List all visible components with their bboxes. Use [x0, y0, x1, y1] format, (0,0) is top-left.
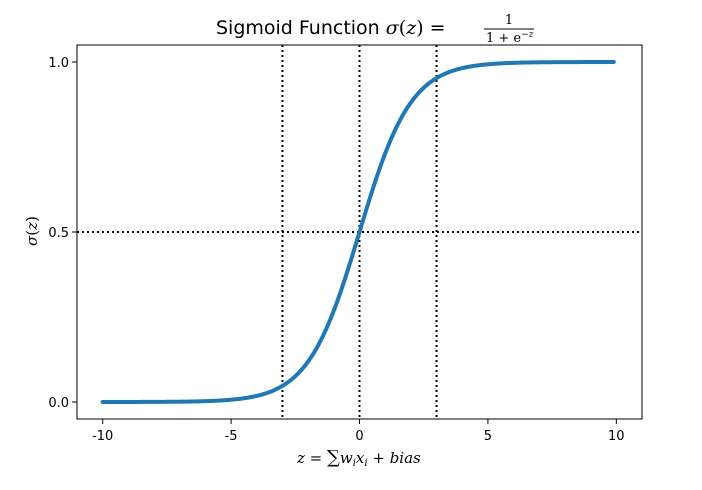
x-axis-label: z = ∑wixi + bias	[296, 447, 421, 469]
xlabel-sum: ∑	[327, 447, 340, 468]
title-numerator: 1	[505, 13, 513, 28]
title-sigma: σ	[386, 17, 400, 39]
chart-title: Sigmoid Function σ(z) = 1 1 + e−z	[216, 13, 534, 46]
x-tick-label: 0	[355, 429, 363, 444]
y-tick-label: 0.5	[48, 226, 69, 241]
plot-area: -10 -5 0 5 10 0.0 0.5 1.0	[48, 44, 643, 444]
svg-text:1 + e−z: 1 + e−z	[486, 30, 534, 46]
ylabel-close-paren: )	[23, 216, 41, 222]
title-denominator-exponent: −z	[521, 30, 534, 40]
x-tick-label: -5	[225, 429, 238, 444]
ylabel-open-paren: (	[23, 230, 41, 236]
title-z: z	[405, 17, 417, 39]
ylabel-sigma: σ	[23, 235, 41, 246]
y-tick-label: 0.0	[48, 396, 69, 411]
xlabel-w-sub: i	[353, 458, 356, 469]
title-denominator: 1 + e	[486, 31, 521, 46]
title-text: Sigmoid Function	[216, 17, 386, 39]
x-tick-label: 10	[608, 429, 625, 444]
x-tick-label: -10	[92, 429, 113, 444]
xlabel-z: z	[296, 449, 305, 467]
y-tick-label: 1.0	[48, 56, 69, 71]
ylabel-z: z	[23, 222, 41, 231]
x-tick-label: 5	[484, 429, 492, 444]
xlabel-plus: +	[368, 449, 390, 467]
y-axis-ticks: 0.0 0.5 1.0	[48, 56, 77, 411]
xlabel-x-sub: i	[364, 458, 367, 469]
xlabel-bias: bias	[390, 449, 421, 467]
xlabel-eq: =	[305, 449, 327, 467]
title-close-eq: ) =	[416, 17, 445, 39]
xlabel-w: w	[340, 449, 353, 467]
y-axis-label: σ(z)	[23, 216, 41, 246]
title-open-paren: (	[399, 17, 406, 39]
xlabel-x: x	[356, 449, 365, 467]
svg-text:Sigmoid Function σ(z) =: Sigmoid Function σ(z) =	[216, 17, 446, 39]
sigmoid-curve	[100, 60, 616, 404]
x-axis-ticks: -10 -5 0 5 10	[92, 419, 625, 444]
